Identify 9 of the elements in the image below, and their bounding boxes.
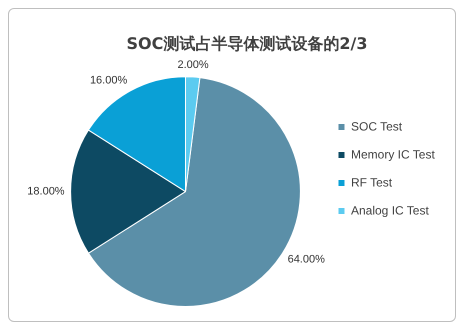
data-label: 16.00% [90, 74, 128, 86]
data-label: 64.00% [288, 254, 326, 266]
chart-title: SOC测试占半导体测试设备的2/3 [126, 34, 368, 53]
legend-label: SOC Test [350, 119, 403, 134]
data-label: 2.00% [177, 58, 209, 71]
legend-label: RF Test [350, 175, 393, 190]
legend-label: Analog IC Test [350, 203, 430, 218]
legend-label: Memory IC Test [350, 147, 436, 162]
data-label: 18.00% [27, 186, 65, 198]
